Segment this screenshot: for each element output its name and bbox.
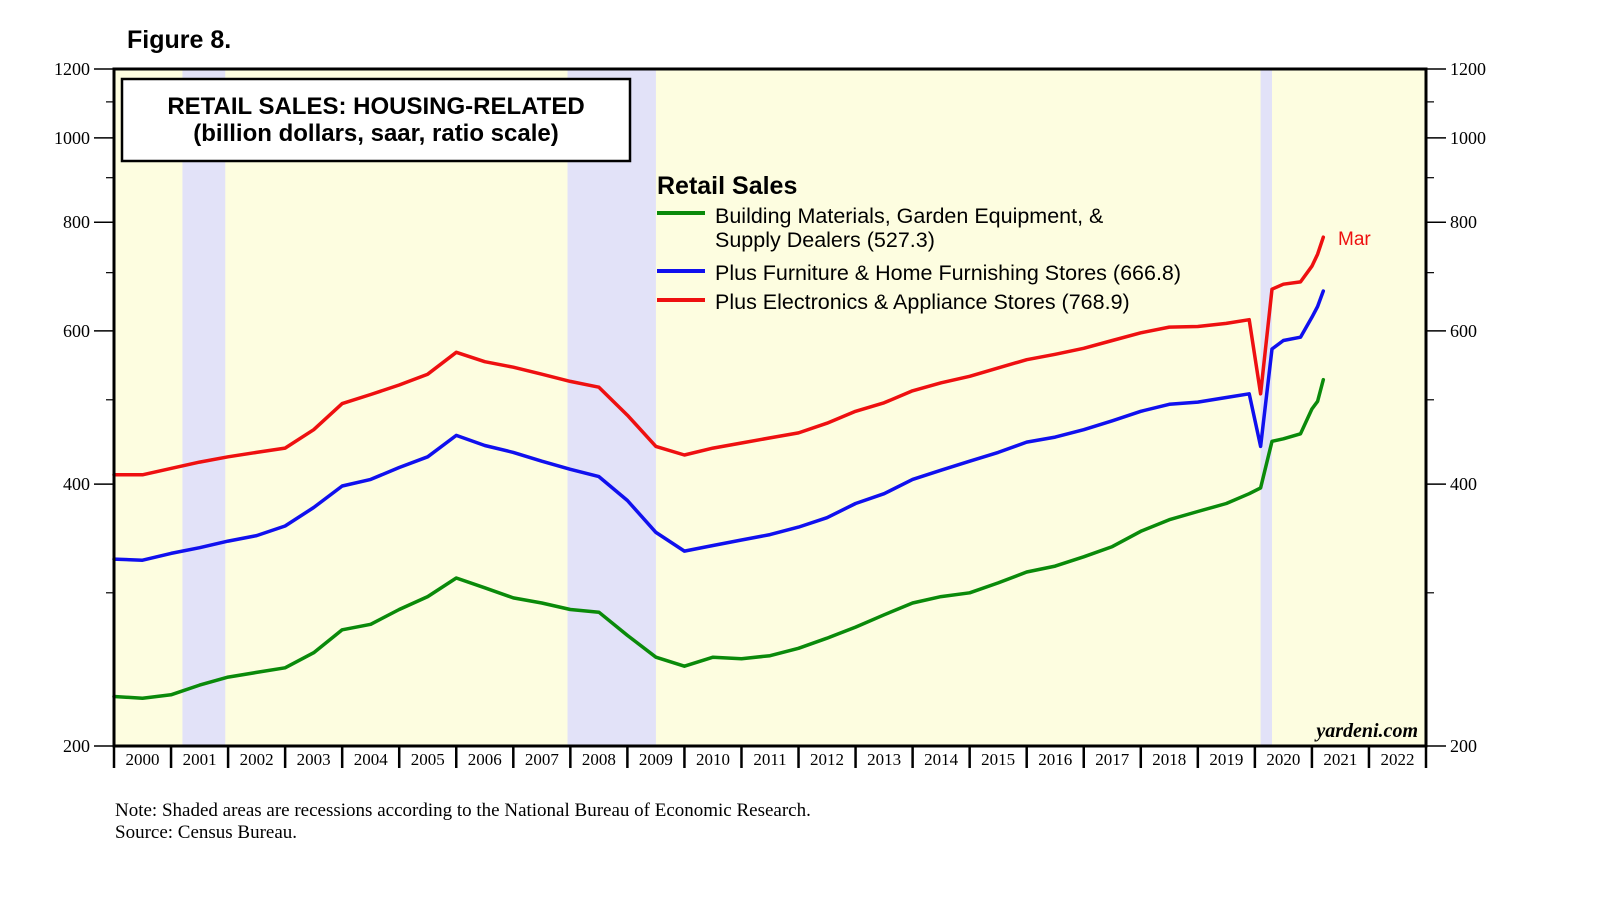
series-line-furniture <box>112 289 1326 562</box>
end-label-mar: Mar <box>1338 229 1371 250</box>
y-tick-label-right: 800 <box>1450 212 1477 232</box>
x-tick-label: 2002 <box>240 750 274 769</box>
x-tick-label: 2016 <box>1038 750 1072 769</box>
legend: Retail Sales Building Materials, Garden … <box>657 172 1181 314</box>
plot-background <box>114 69 1426 746</box>
x-tick-label: 2019 <box>1209 750 1243 769</box>
y-tick-label-left: 600 <box>63 321 90 341</box>
y-axis-left: 200 400 600 800 1000 1200 <box>54 59 90 756</box>
x-tick-label: 2010 <box>696 750 730 769</box>
watermark: yardeni.com <box>1314 720 1418 742</box>
x-tick-label: 2005 <box>411 750 445 769</box>
x-tick-label: 2014 <box>924 750 959 769</box>
legend-title: Retail Sales <box>657 172 797 200</box>
y-tick-label-right: 400 <box>1450 474 1477 494</box>
legend-label-building: Building Materials, Garden Equipment, & <box>715 204 1103 228</box>
x-tick-label: 2009 <box>639 750 673 769</box>
series-line-electronics <box>112 235 1326 477</box>
legend-label-building-2: Supply Dealers (527.3) <box>715 228 935 252</box>
figure-label: Figure 8. <box>127 26 232 54</box>
x-tick-label: 2011 <box>753 750 786 769</box>
x-tick-label: 2018 <box>1152 750 1186 769</box>
x-tick-label: 2012 <box>810 750 844 769</box>
series-line-building <box>112 377 1326 700</box>
y-tick-label-left: 400 <box>63 474 90 494</box>
y-tick-label-left: 1200 <box>54 59 90 79</box>
y-tick-label-left: 800 <box>63 212 90 232</box>
y-tick-label-right: 1200 <box>1450 59 1486 79</box>
y-tick-label-left: 1000 <box>54 128 90 148</box>
legend-label-electronics: Plus Electronics & Appliance Stores (768… <box>715 290 1130 314</box>
y-tick-label-right: 1000 <box>1450 128 1486 148</box>
x-tick-label: 2007 <box>525 750 560 769</box>
x-tick-label: 2022 <box>1380 750 1414 769</box>
x-tick-label: 2006 <box>468 750 502 769</box>
note-source: Source: Census Bureau. <box>115 822 298 843</box>
title-box-frame <box>120 77 632 163</box>
x-tick-label: 2017 <box>1095 750 1130 769</box>
footnotes: Note: Shaded areas are recessions accord… <box>115 800 811 844</box>
legend-label-furniture: Plus Furniture & Home Furnishing Stores … <box>715 261 1181 285</box>
y-tick-label-right: 200 <box>1450 736 1477 756</box>
chart-title: RETAIL SALES: HOUSING-RELATED <box>167 93 584 120</box>
title-box: RETAIL SALES: HOUSING-RELATED (billion d… <box>120 77 632 163</box>
x-tick-label: 2000 <box>126 750 160 769</box>
x-tick-label: 2021 <box>1323 750 1357 769</box>
x-tick-label: 2020 <box>1266 750 1300 769</box>
series-lines <box>112 235 1326 700</box>
plot-frame <box>112 67 1428 748</box>
y-tick-label-right: 600 <box>1450 321 1477 341</box>
recession-band <box>182 69 226 746</box>
x-tick-label: 2008 <box>582 750 616 769</box>
recession-band <box>567 69 656 746</box>
x-tick-label: 2001 <box>183 750 217 769</box>
x-tick-label: 2013 <box>867 750 901 769</box>
x-tick-label: 2015 <box>981 750 1015 769</box>
note-recessions: Note: Shaded areas are recessions accord… <box>115 800 811 821</box>
y-tick-label-left: 200 <box>63 736 90 756</box>
x-tick-label: 2004 <box>354 750 389 769</box>
y-axis-right: 200 400 600 800 1000 1200 <box>1450 59 1486 756</box>
x-axis: 2000 2001 2002 2003 2004 2005 2006 2007 2008 2009… <box>112 746 1428 769</box>
chart-subtitle: (billion dollars, saar, ratio scale) <box>193 120 558 147</box>
x-tick-label: 2003 <box>297 750 331 769</box>
